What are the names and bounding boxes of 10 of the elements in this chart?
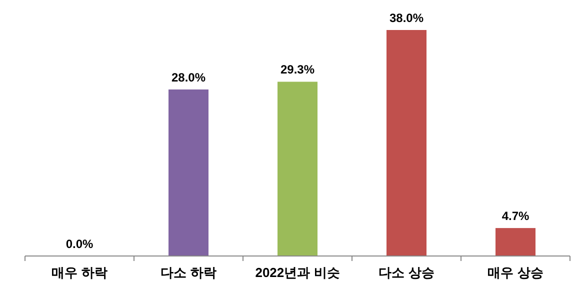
x-tick-label: 매우 하락 xyxy=(52,265,108,280)
x-tick-label: 2022년과 비슷 xyxy=(255,265,340,280)
data-label: 4.7% xyxy=(502,209,530,224)
data-label: 29.3% xyxy=(280,62,315,77)
x-tick-label: 다소 하락 xyxy=(160,265,216,280)
x-tick-label: 매우 상승 xyxy=(488,265,544,280)
data-label: 38.0% xyxy=(389,11,424,25)
data-label: 0.0% xyxy=(66,237,94,251)
x-tick-label: 다소 상승 xyxy=(378,265,434,280)
data-label: 28.0% xyxy=(171,70,206,84)
